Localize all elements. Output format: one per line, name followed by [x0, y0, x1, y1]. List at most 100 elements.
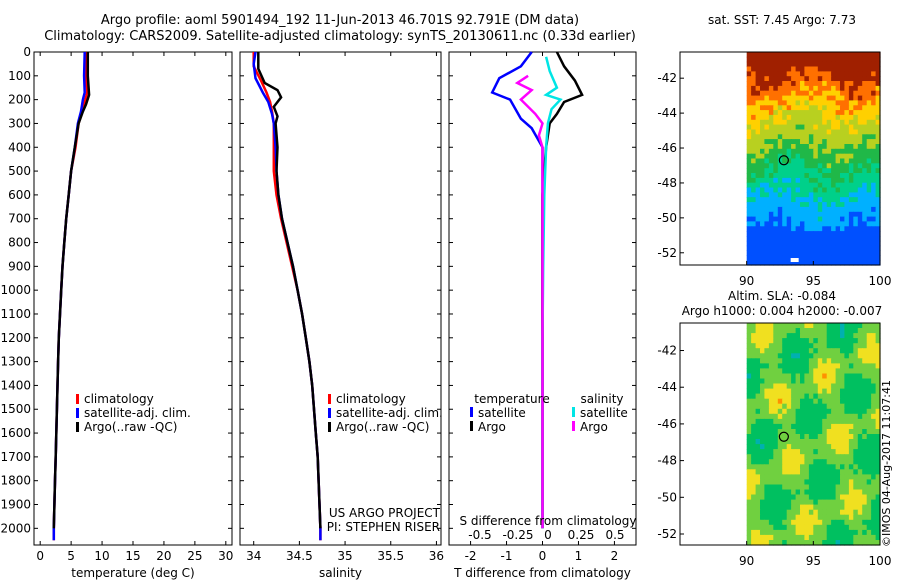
map-cell [746, 383, 752, 390]
map-cell [862, 529, 868, 536]
map-cell [751, 469, 757, 475]
map-cell [791, 71, 797, 77]
map-cell [822, 353, 828, 359]
map-cell [844, 187, 850, 193]
map-cell [813, 434, 819, 440]
map-cell [791, 158, 797, 164]
map-cell [786, 524, 792, 531]
map-cell [853, 66, 859, 72]
map-cell [844, 444, 850, 450]
map-cell [795, 206, 801, 213]
map-cell [760, 255, 765, 261]
map-cell [875, 323, 881, 329]
map-cell [795, 81, 801, 87]
map-cell [813, 534, 819, 541]
map-cell [764, 124, 770, 130]
map-cell [746, 393, 752, 400]
map-cell [751, 429, 757, 435]
map-cell [751, 134, 757, 140]
map-cell [844, 119, 850, 126]
map-cell [773, 177, 779, 184]
map-cell [800, 403, 805, 410]
map-cell [835, 348, 841, 354]
map-cell [768, 105, 774, 111]
map-cell [835, 358, 841, 364]
map-cell [871, 348, 877, 354]
map-cell [755, 260, 761, 266]
map-cell [866, 494, 872, 501]
map-title: Altim. SLA: -0.084 [728, 289, 836, 303]
map-cell [844, 393, 850, 400]
map-cell [764, 449, 770, 455]
map-cell [786, 454, 792, 460]
map-cell [760, 519, 765, 526]
map-cell [746, 216, 752, 222]
map-cell [791, 363, 797, 369]
map-cell [795, 338, 801, 344]
map-cell [800, 413, 805, 420]
map-cell [777, 323, 783, 329]
map-cell [844, 236, 850, 242]
map-cell [751, 52, 757, 58]
map-cell [866, 509, 872, 516]
map-cell [782, 378, 788, 385]
map-cell [857, 173, 863, 179]
map-cell [875, 413, 881, 420]
map-cell [808, 192, 814, 198]
map-cell [782, 129, 788, 135]
map-cell [764, 202, 770, 208]
map-cell [813, 129, 819, 135]
map-cell [804, 519, 810, 526]
map-cell [871, 484, 877, 491]
map-cell [813, 393, 819, 400]
map-cell [786, 85, 792, 92]
map-cell [826, 358, 832, 364]
y-tick-label: 800 [8, 236, 31, 250]
map-cell [817, 100, 823, 106]
map-cell [795, 519, 801, 526]
map-cell [813, 333, 819, 339]
map-cell [764, 105, 770, 111]
map-cell [840, 110, 845, 116]
map-cell [808, 504, 814, 511]
map-cell [875, 469, 881, 475]
map-cell [875, 439, 881, 445]
map-cell [857, 206, 863, 213]
map-cell [768, 236, 774, 242]
map-cell [795, 211, 801, 218]
x-tick-label: 2 [611, 549, 619, 563]
map-cell [853, 245, 859, 251]
map-cell [777, 158, 783, 164]
map-cell [777, 144, 783, 150]
map-cell [782, 114, 788, 121]
map-cell [862, 76, 868, 82]
map-cell [791, 343, 797, 349]
map-cell [853, 168, 859, 174]
map-cell [800, 358, 805, 364]
map-cell [782, 52, 788, 58]
map-cell [782, 124, 788, 130]
map-cell [848, 363, 854, 369]
map-cell [844, 338, 850, 344]
map-cell [786, 388, 792, 395]
map-cell [800, 114, 805, 121]
map-cell [764, 534, 770, 541]
map-cell [808, 459, 814, 465]
map-cell [755, 163, 761, 169]
series-line [52, 51, 89, 541]
map-cell [755, 90, 761, 97]
map-cell [875, 343, 881, 349]
map-cell [795, 114, 801, 121]
map-cell [804, 403, 810, 410]
map-cell [804, 260, 810, 266]
map-cell [764, 192, 770, 198]
map-cell [764, 260, 770, 266]
map-cell [800, 129, 805, 135]
map-cell [777, 260, 783, 266]
map-cell [822, 110, 828, 116]
map-cell [857, 119, 863, 126]
map-cell [875, 52, 881, 58]
map-cell [831, 95, 837, 101]
map-cell [777, 499, 783, 506]
map-cell [835, 158, 841, 164]
